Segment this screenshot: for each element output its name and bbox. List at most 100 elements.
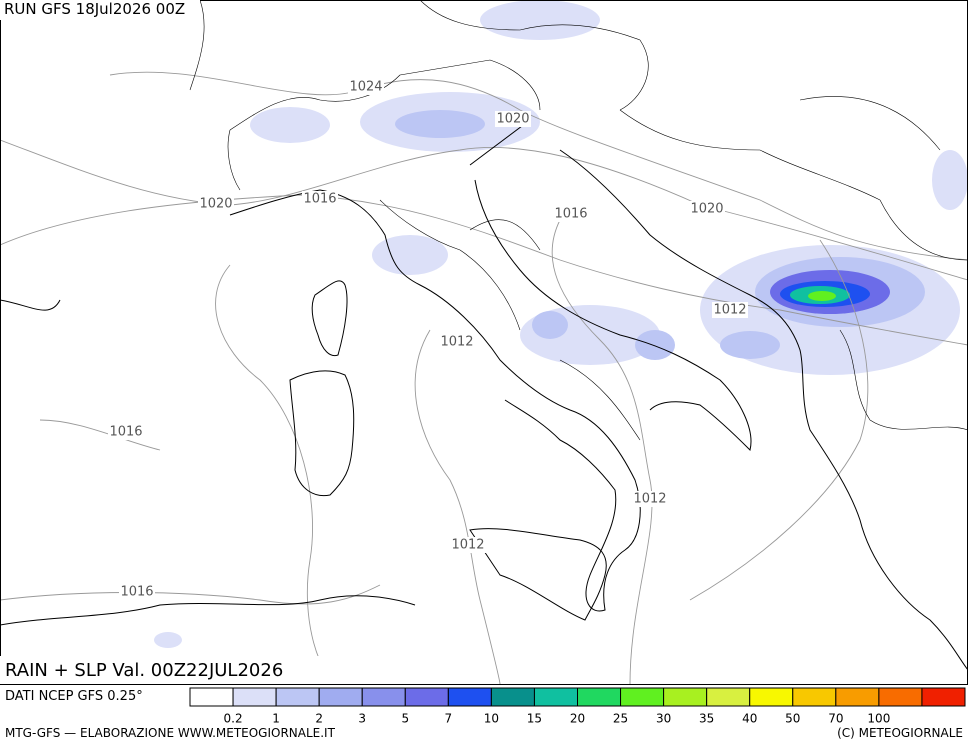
- isobar-label: 1016: [109, 425, 142, 440]
- isobar-label-bg: [689, 201, 725, 217]
- isobar-label-bg: [302, 191, 338, 207]
- header-bg: [0, 0, 200, 20]
- isobar-label-bg: [495, 111, 531, 127]
- isobar-label: 1020: [199, 197, 232, 212]
- isobar-line: [689, 239, 869, 601]
- colorbar-label: 20: [570, 712, 585, 726]
- colorbar-label: 50: [785, 712, 800, 726]
- isobar-label-bg: [348, 79, 384, 95]
- isobar-labels: 1024 1020 1020 1020 1016 1016 1016 1016 1012 1012…: [108, 79, 748, 600]
- isobar-label-bg: [712, 302, 748, 318]
- colorbar-label: 70: [828, 712, 843, 726]
- coastlines: [0, 0, 968, 671]
- rain-area: [720, 331, 780, 359]
- isobar-label: 1012: [451, 538, 484, 553]
- colorbar-swatch: [490, 687, 535, 707]
- rain-area: [372, 235, 448, 275]
- colorbar-swatch: [577, 687, 622, 707]
- isobar-line: [215, 264, 341, 685]
- colorbar-swatch: [706, 687, 751, 707]
- colorbar-label: 0.2: [224, 712, 243, 726]
- colorbar-swatch: [620, 687, 665, 707]
- isobar-label: 1016: [303, 192, 336, 207]
- colorbar-label: 5: [401, 712, 409, 726]
- rain-area: [395, 110, 485, 138]
- sicily: [469, 528, 607, 621]
- coastline: [229, 189, 641, 612]
- corsica: [311, 280, 348, 357]
- footer-right: (C) METEOGIORNALE: [837, 726, 963, 740]
- rain-area: [932, 150, 968, 210]
- colorbar-label: 100: [867, 712, 890, 726]
- isobar-label-bg: [632, 491, 668, 507]
- colorbar-label: 2: [315, 712, 323, 726]
- coastline: [559, 149, 968, 671]
- isobar-label: 1020: [690, 202, 723, 217]
- colorbar-label: 10: [484, 712, 499, 726]
- isobar-line: [551, 219, 653, 685]
- border-line: [189, 0, 968, 431]
- colorbar-swatch: [361, 687, 406, 707]
- isobar-line: [0, 194, 968, 346]
- border-line: [379, 199, 641, 441]
- isobar-line: [0, 139, 968, 281]
- isobar-line: [109, 71, 968, 261]
- colorbar-swatch: [404, 687, 449, 707]
- isobar-label-bg: [450, 537, 486, 553]
- sardinia: [289, 370, 355, 497]
- colorbar-label: 15: [527, 712, 542, 726]
- isobar-label: 1012: [440, 335, 473, 350]
- rain-area: [808, 291, 836, 301]
- colorbar-label: 40: [742, 712, 757, 726]
- isobar-label-bg: [108, 424, 144, 440]
- rain-area: [250, 107, 330, 143]
- colorbar-label: 30: [656, 712, 671, 726]
- isobar-label: 1024: [349, 80, 382, 95]
- colorbar-swatch: [835, 687, 880, 707]
- colorbar-label: 25: [613, 712, 628, 726]
- isobars: [0, 71, 968, 685]
- isobar-label: 1012: [633, 492, 666, 507]
- colorbar-label: 1: [272, 712, 280, 726]
- rain-area: [532, 311, 568, 339]
- precipitation: [154, 0, 968, 648]
- isobar-label: 1020: [496, 112, 529, 127]
- colorbar-swatch: [318, 687, 363, 707]
- isobar-label: 1012: [713, 303, 746, 318]
- colorbar-swatch: [792, 687, 837, 707]
- rain-area: [154, 632, 182, 648]
- source-label: DATI NCEP GFS 0.25°: [5, 689, 143, 704]
- isobar-line: [414, 329, 501, 685]
- footer-left: MTG-GFS — ELABORAZIONE WWW.METEOGIORNALE…: [5, 726, 336, 740]
- colorbar-swatch: [921, 687, 966, 707]
- colorbar-swatch: [533, 687, 579, 707]
- colorbar-swatch: [189, 687, 234, 707]
- colorbar-label: 3: [358, 712, 366, 726]
- title-bg: [0, 656, 350, 684]
- colorbar-swatch: [447, 687, 492, 707]
- isobar-label: 1016: [120, 585, 153, 600]
- isobar-label-bg: [439, 334, 475, 350]
- run-label: RUN GFS 18Jul2026 00Z: [4, 0, 185, 18]
- map-title: RAIN + SLP Val. 00Z22JUL2026: [5, 660, 283, 681]
- isobar-label-bg: [198, 196, 234, 212]
- coastline: [474, 179, 752, 451]
- isobar-line: [39, 419, 161, 451]
- colorbar-label: 35: [699, 712, 714, 726]
- colorbar-swatch: [275, 687, 320, 707]
- coastline: [0, 595, 416, 626]
- colorbar-swatch: [232, 687, 277, 707]
- colorbar-label: 7: [445, 712, 453, 726]
- isobar-label: 1016: [554, 207, 587, 222]
- isobar-line: [0, 584, 381, 605]
- colorbar-swatch: [663, 687, 708, 707]
- border-line: [227, 59, 541, 191]
- rain-area: [480, 0, 600, 40]
- colorbar-swatch: [749, 687, 794, 707]
- rain-area: [635, 330, 675, 360]
- isobar-label-bg: [119, 584, 155, 600]
- isobar-label-bg: [553, 206, 589, 222]
- coastline: [0, 299, 61, 311]
